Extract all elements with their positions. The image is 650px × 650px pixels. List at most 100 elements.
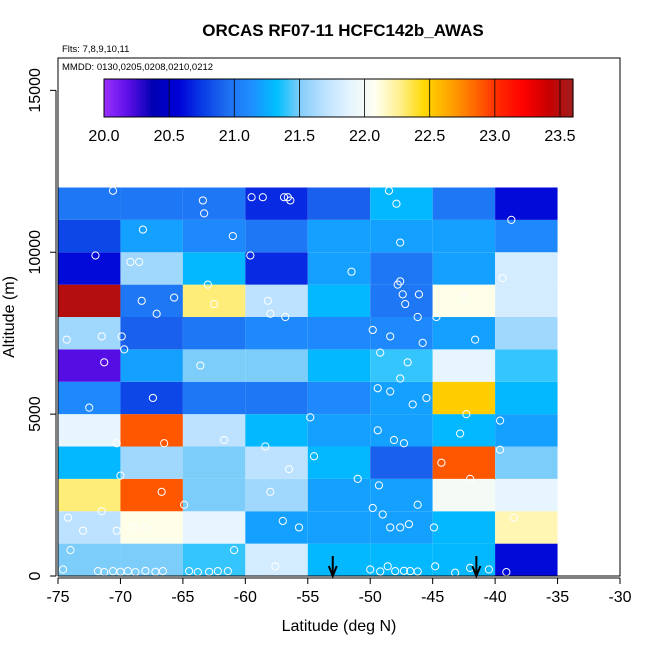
heatmap-cell [370, 284, 433, 317]
sample-point [108, 186, 118, 195]
heatmap-cell [432, 187, 496, 220]
chart-title: ORCAS RF07-11 HCFC142b_AWAS [202, 21, 484, 40]
sample-point [223, 567, 232, 576]
sample-point [112, 439, 121, 448]
sample-point [148, 393, 158, 403]
colorbar-swatch [367, 79, 372, 117]
colorbar-swatch [212, 79, 216, 117]
sample-point [396, 523, 405, 532]
heatmap-cell [432, 446, 496, 479]
colorbar-swatch [241, 79, 246, 117]
sample-point [374, 481, 384, 490]
colorbar-swatch [104, 79, 108, 117]
heatmap-cell [245, 446, 308, 479]
sample-point [386, 332, 395, 341]
sample-point [93, 567, 103, 576]
heatmap-cell [58, 252, 121, 285]
colorbar-swatch [209, 79, 214, 117]
colorbar-swatch [112, 79, 117, 117]
colorbar-swatch [496, 79, 501, 117]
heatmap-cell [370, 381, 433, 415]
colorbar-swatch [165, 79, 170, 117]
sample-point [63, 513, 73, 522]
colorbar-swatch [523, 79, 527, 117]
colorbar-swatch [408, 79, 413, 117]
colorbar-tick-label: 23.5 [544, 128, 575, 145]
colorbar-swatch [552, 79, 557, 117]
x-tick-label: -50 [359, 589, 382, 606]
colorbar-swatch [487, 79, 492, 117]
heatmap-cell [182, 187, 246, 220]
colorbar-swatch [505, 79, 510, 117]
colorbar-swatch [382, 79, 386, 117]
colorbar-swatch [344, 79, 348, 117]
sample-point [263, 296, 272, 305]
colorbar-swatch [121, 79, 126, 117]
heatmap-cell [495, 219, 558, 253]
colorbar-swatch [350, 79, 354, 117]
colorbar-tick-label: 20.0 [88, 128, 119, 145]
colorbar-swatch [156, 79, 161, 117]
colorbar-swatch [485, 79, 489, 117]
sample-point [498, 274, 507, 283]
heatmap-cell [245, 414, 308, 447]
heatmap-cell [120, 252, 183, 285]
colorbar [104, 79, 574, 117]
sample-point [401, 299, 410, 309]
heatmap-cell [370, 446, 433, 479]
colorbar-swatch [291, 79, 296, 117]
sample-point [247, 193, 256, 202]
sample-point [170, 293, 179, 302]
sample-point [429, 523, 439, 532]
sample-point [85, 403, 94, 412]
x-tick-label: -40 [484, 589, 507, 606]
sample-point [413, 312, 422, 322]
sample-point [462, 410, 471, 419]
colorbar-swatch [312, 79, 316, 117]
colorbar-swatch [446, 79, 451, 117]
colorbar-swatch [232, 79, 237, 117]
sample-point [306, 413, 315, 422]
sample-point [398, 290, 407, 299]
heatmap-cell [245, 381, 308, 415]
sample-point [261, 442, 270, 451]
heatmap-cell [370, 252, 433, 285]
colorbar-swatch [411, 79, 416, 117]
colorbar-swatch [444, 79, 448, 117]
colorbar-swatch [197, 79, 202, 117]
sample-point [152, 309, 161, 318]
colorbar-swatch [200, 79, 205, 117]
sample-point [283, 193, 292, 202]
y-axis: 0 5000 10000 15000 [27, 68, 57, 580]
colorbar-swatch [385, 79, 389, 117]
colorbar-swatch [186, 79, 190, 117]
heatmap-cell [182, 252, 246, 285]
heatmap-cell [58, 219, 121, 253]
colorbar-swatch [414, 79, 419, 117]
heatmap-cell [307, 446, 371, 479]
heatmap-cell [495, 252, 558, 285]
sample-point [384, 186, 394, 195]
sample-point [413, 567, 422, 576]
colorbar-swatch [294, 79, 299, 117]
colorbar-swatch [564, 79, 568, 117]
sample-point [507, 215, 516, 224]
heatmap-cell [432, 317, 496, 350]
colorbar-swatch [203, 79, 208, 117]
colorbar-swatch [306, 79, 310, 117]
sample-point [396, 374, 405, 383]
sample-point [386, 387, 395, 396]
sample-point [278, 516, 287, 526]
colorbar-swatch [388, 79, 392, 117]
sample-point [284, 465, 294, 474]
colorbar-swatch [353, 79, 357, 117]
heatmap-cell [245, 317, 308, 350]
colorbar-swatch [514, 79, 518, 117]
heatmap-cell [182, 219, 246, 253]
sample-point [368, 325, 377, 335]
heatmap-cell [58, 414, 121, 447]
sample-point [403, 358, 412, 367]
colorbar-swatch [531, 79, 536, 117]
colorbar-swatch [347, 79, 351, 117]
